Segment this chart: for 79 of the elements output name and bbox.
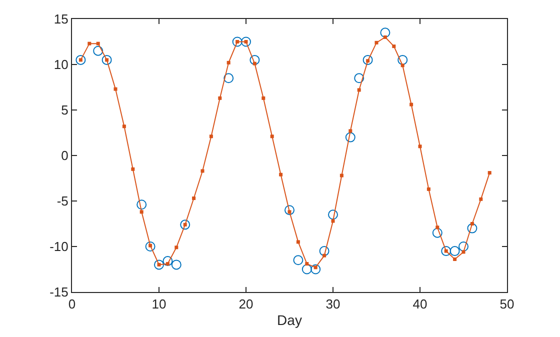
point [250, 54, 260, 65]
point [122, 124, 126, 128]
point [348, 129, 352, 133]
point [296, 240, 300, 244]
point [131, 167, 135, 171]
point [418, 144, 422, 148]
point [232, 36, 242, 47]
point [166, 262, 170, 266]
y-tick-label: 5 [61, 102, 68, 118]
y-tick-label: -5 [56, 194, 68, 209]
point [426, 187, 430, 191]
y-tick-label: -15 [50, 284, 68, 300]
point [392, 44, 396, 48]
point [192, 196, 196, 200]
point [174, 246, 178, 250]
point [162, 256, 173, 266]
point [354, 73, 364, 84]
point [453, 257, 457, 261]
point [458, 242, 468, 252]
point [470, 222, 474, 226]
point [331, 219, 335, 223]
point [171, 260, 182, 270]
point [180, 220, 190, 230]
point [319, 246, 330, 256]
point [340, 174, 344, 178]
point [467, 223, 478, 234]
point [305, 262, 309, 266]
point [252, 62, 256, 66]
point [383, 35, 387, 39]
point [262, 96, 266, 100]
point [284, 205, 294, 216]
point [450, 246, 460, 256]
point [154, 260, 164, 270]
y-tick-label: 15 [54, 12, 68, 27]
x-tick-label: 30 [326, 296, 340, 312]
point [436, 226, 440, 230]
point [293, 255, 304, 266]
x-tick-label: 40 [412, 296, 428, 312]
point [140, 210, 144, 214]
point [145, 242, 156, 252]
point [400, 64, 404, 68]
x-axis-title: Day [277, 312, 302, 328]
point [218, 96, 222, 100]
x-tick-label: 10 [152, 296, 166, 312]
point [270, 134, 274, 138]
point [357, 88, 361, 92]
point [345, 132, 356, 142]
point [374, 40, 378, 44]
point [209, 134, 213, 138]
point [241, 36, 251, 47]
x-tick-label: 20 [238, 296, 254, 312]
point [432, 228, 442, 238]
point [279, 172, 283, 176]
point [93, 46, 104, 56]
point [96, 42, 100, 46]
point [224, 73, 234, 84]
point [114, 87, 118, 91]
point [310, 264, 321, 274]
y-tick-label: 10 [54, 57, 68, 72]
point [76, 54, 86, 65]
point [322, 254, 326, 258]
point [362, 54, 373, 65]
point [200, 169, 204, 173]
point [102, 54, 112, 65]
x-tick-label: 50 [500, 296, 514, 312]
point [88, 42, 92, 46]
point [479, 197, 483, 201]
point [398, 54, 408, 65]
y-tick-label: 0 [61, 148, 68, 164]
point [328, 210, 338, 220]
point [410, 102, 414, 106]
point [441, 246, 452, 256]
point [226, 60, 230, 64]
y-tick-label: -10 [50, 239, 68, 254]
point [488, 171, 492, 175]
point [462, 250, 466, 254]
point [136, 200, 147, 210]
point [380, 28, 390, 38]
point [302, 264, 312, 274]
